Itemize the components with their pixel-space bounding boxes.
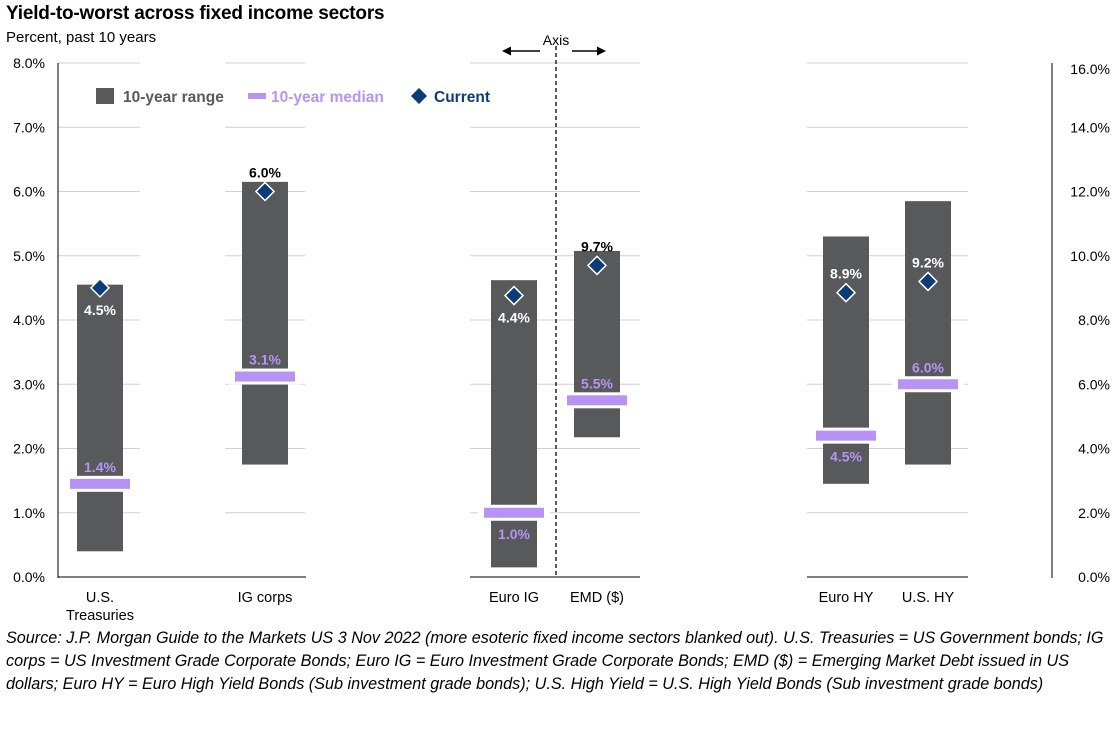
category-label: Treasuries: [66, 608, 134, 620]
current-marker: [89, 277, 111, 298]
left-tick-label: 0.0%: [13, 569, 45, 585]
chart-title: Yield-to-worst across fixed income secto…: [6, 3, 385, 24]
median-label: 6.0%: [912, 359, 944, 375]
axis-arrow-right-head: [597, 46, 606, 56]
left-tick-label: 3.0%: [13, 376, 45, 392]
legend-range-swatch: [96, 88, 114, 104]
median-marker: [484, 507, 544, 518]
current-marker: [835, 282, 857, 303]
right-tick-label: 8.0%: [1078, 312, 1110, 328]
right-tick-label: 12.0%: [1070, 184, 1110, 200]
median-label: 4.5%: [830, 449, 862, 465]
left-tick-label: 6.0%: [13, 184, 45, 200]
right-tick-label: 16.0%: [1070, 61, 1110, 77]
current-marker: [917, 271, 939, 292]
axis-arrow-left-head: [502, 46, 511, 56]
chart-subtitle: Percent, past 10 years: [6, 29, 157, 46]
range-bar: [77, 284, 123, 552]
legend-median-swatch: [248, 93, 266, 99]
median-marker: [816, 430, 876, 441]
legend-range-label: 10-year range: [123, 89, 224, 106]
legend-current-label: Current: [434, 89, 490, 106]
median-marker: [235, 371, 295, 382]
current-marker: [254, 181, 276, 202]
left-tick-label: 7.0%: [13, 119, 45, 135]
category-label: U.S. HY: [902, 590, 955, 606]
range-bar: [905, 201, 951, 465]
median-marker: [70, 478, 130, 489]
median-marker: [567, 395, 627, 406]
right-tick-label: 6.0%: [1078, 376, 1110, 392]
category-label: Euro HY: [819, 590, 874, 606]
left-tick-label: 5.0%: [13, 248, 45, 264]
chart-plot: 0.0% 1.0% 2.0% 3.0% 4.0% 5.0% 6.0% 7.0% 8.0% 0.0%…: [13, 32, 1110, 620]
right-tick-label: 0.0%: [1078, 569, 1110, 585]
range-bar: [574, 250, 620, 438]
median-marker: [898, 379, 958, 390]
current-label: 9.2%: [912, 254, 944, 270]
right-tick-label: 4.0%: [1078, 441, 1110, 457]
left-tick-label: 4.0%: [13, 312, 45, 328]
category-label: IG corps: [238, 590, 293, 606]
axis-divider-label: Axis: [543, 32, 569, 48]
source-note: Source: J.P. Morgan Guide to the Markets…: [6, 629, 1104, 693]
current-marker: [503, 285, 525, 306]
median-label: 1.4%: [84, 459, 116, 475]
current-label: 6.0%: [249, 165, 281, 181]
right-tick-label: 2.0%: [1078, 505, 1110, 521]
right-tick-label: 10.0%: [1070, 248, 1110, 264]
current-marker: [586, 255, 608, 276]
median-label: 1.0%: [498, 526, 530, 542]
left-tick-label: 8.0%: [13, 55, 45, 71]
left-tick-label: 1.0%: [13, 505, 45, 521]
right-tick-label: 14.0%: [1070, 119, 1110, 135]
legend-current-swatch: [411, 88, 427, 104]
range-bar: [242, 181, 288, 465]
legend-median-label: 10-year median: [271, 89, 384, 106]
median-label: 3.1%: [249, 352, 281, 368]
current-label: 4.4%: [498, 310, 530, 326]
category-label: U.S.: [86, 590, 114, 606]
category-label: Euro IG: [489, 590, 539, 606]
current-label: 8.9%: [830, 266, 862, 282]
left-tick-label: 2.0%: [13, 441, 45, 457]
category-label: EMD ($): [570, 590, 624, 606]
median-label: 5.5%: [581, 375, 613, 391]
current-label: 9.7%: [581, 238, 613, 254]
current-label: 4.5%: [84, 302, 116, 318]
